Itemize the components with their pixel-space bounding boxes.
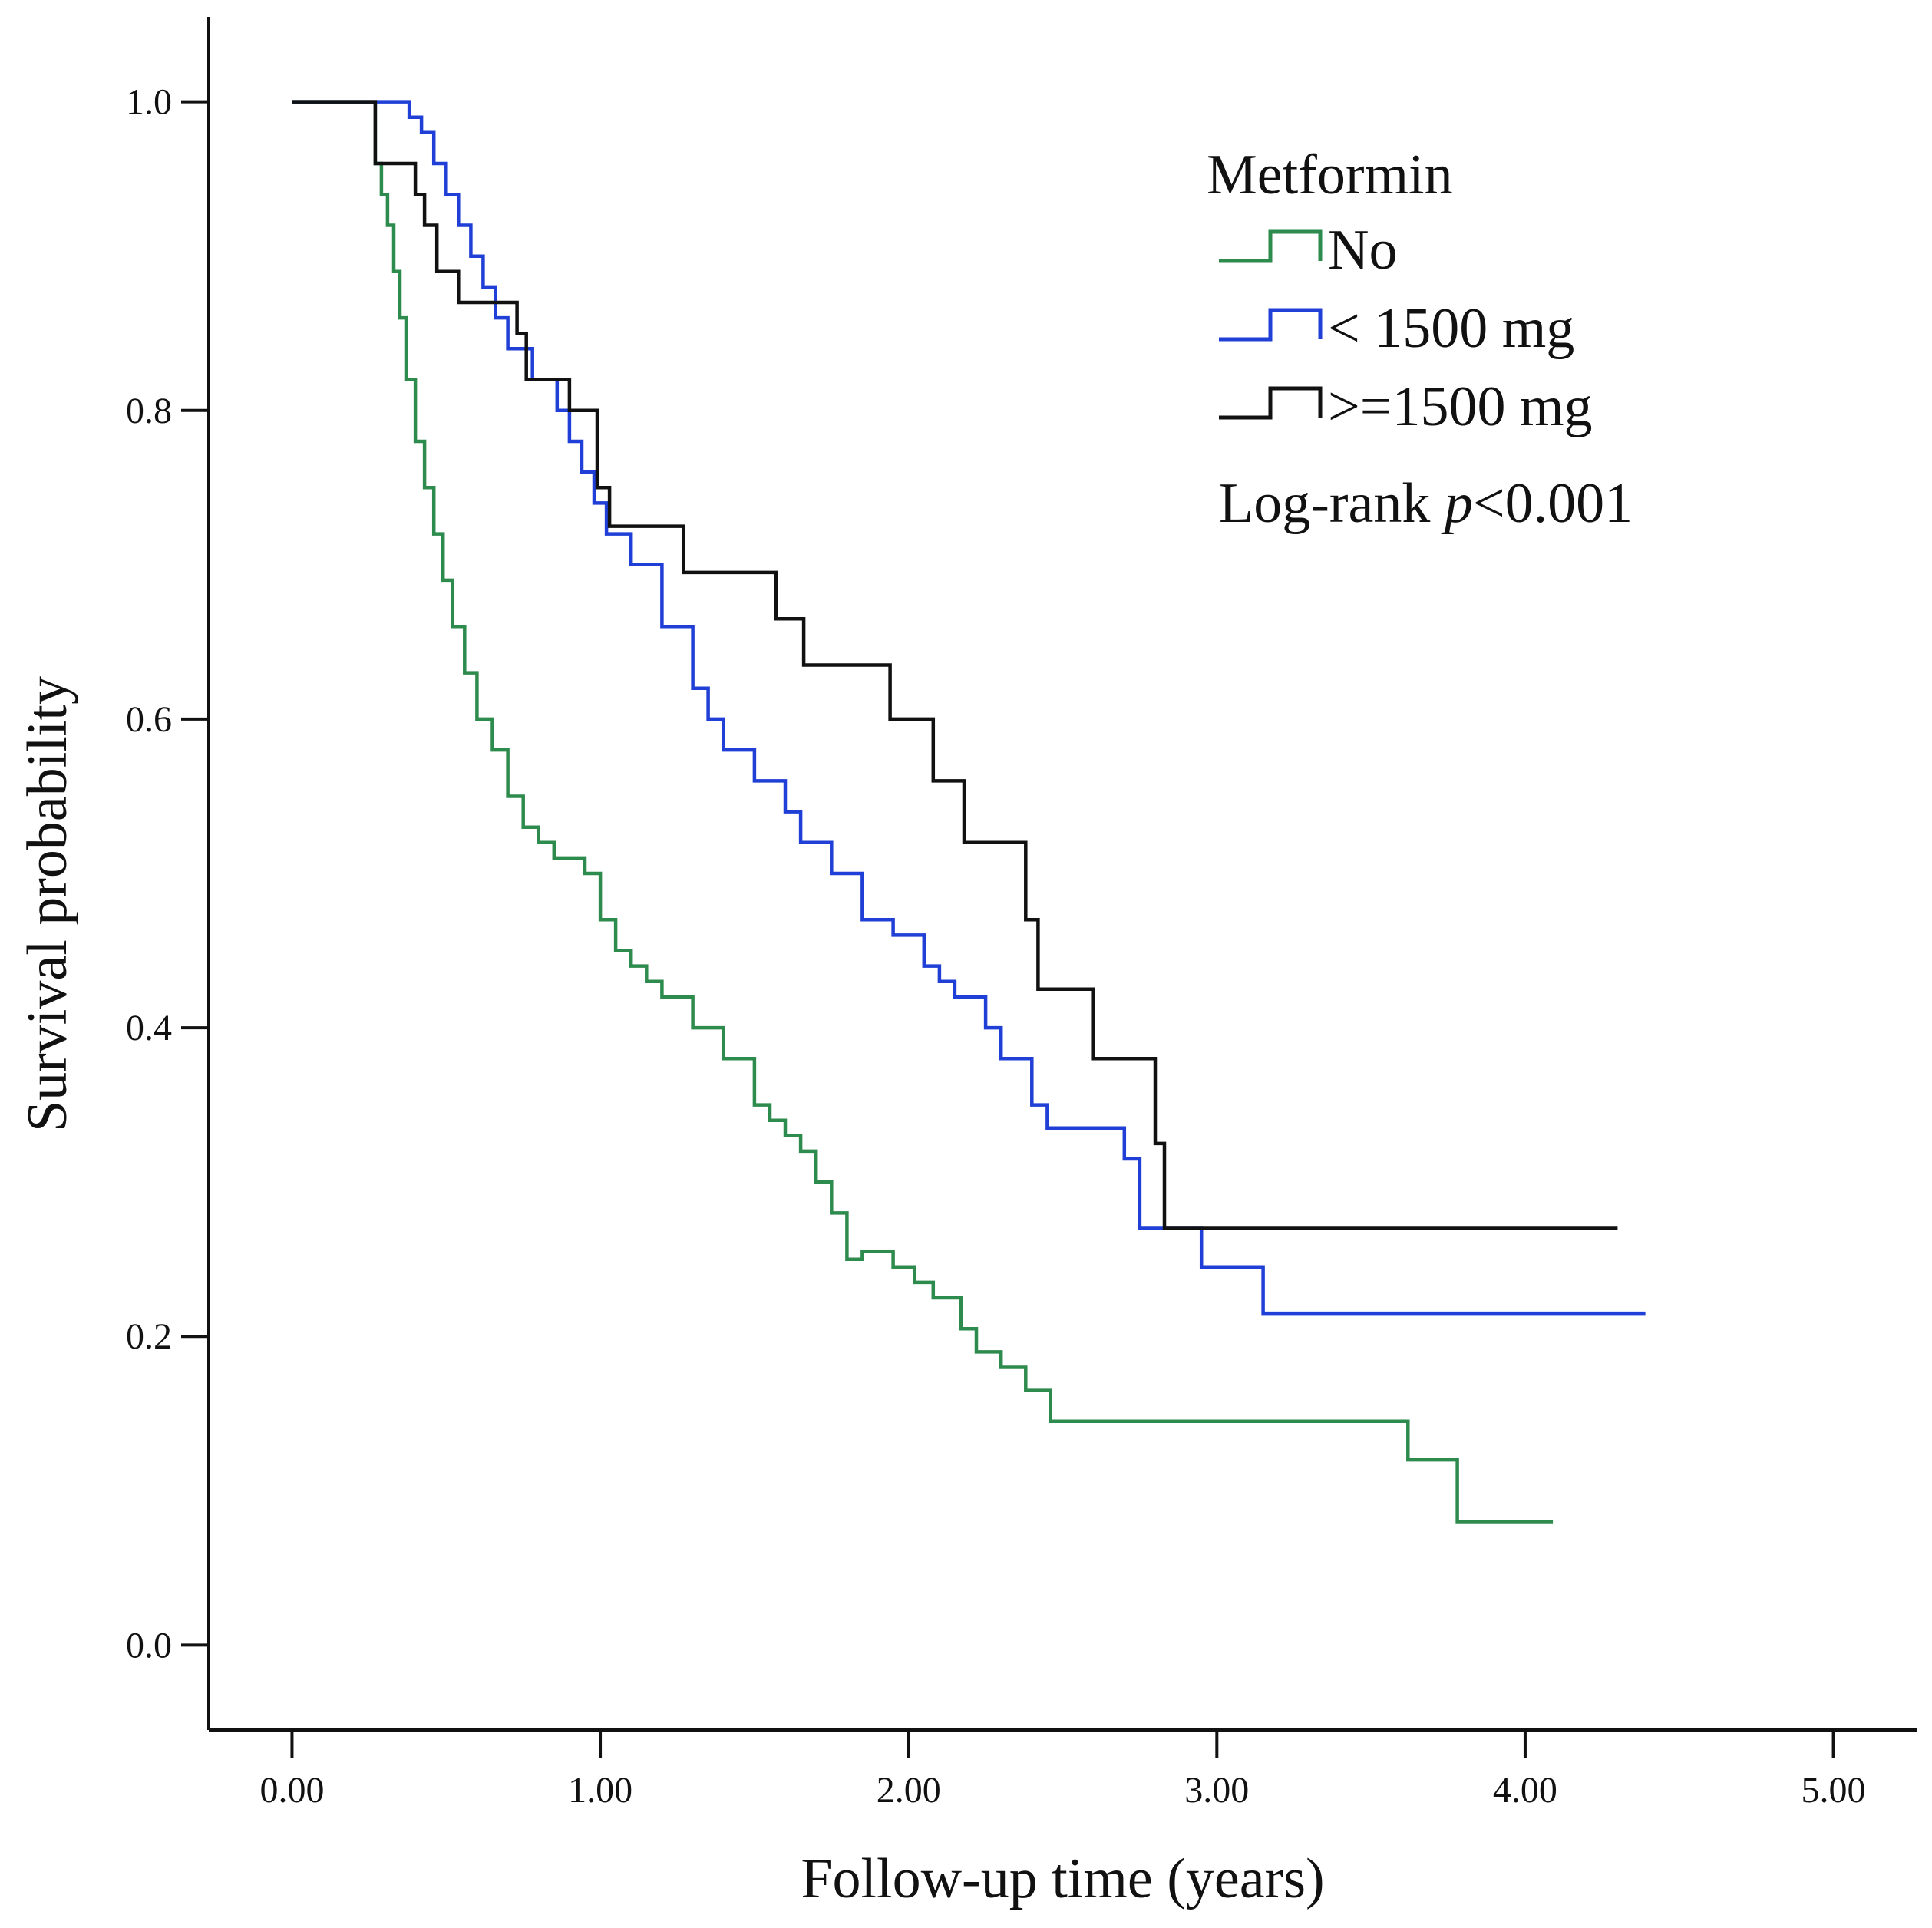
legend-swatch (1219, 229, 1323, 263)
x-tick-label: 2.00 (877, 1770, 941, 1811)
x-ticks: 0.00 1.00 2.00 3.00 4.00 5.00 (259, 1730, 1866, 1811)
x-tick-label: 5.00 (1802, 1770, 1866, 1811)
series-layer (292, 100, 1646, 1524)
legend-label: < 1500 mg (1328, 297, 1574, 360)
y-tick-label: 0.4 (126, 1008, 172, 1048)
series-line-2 (292, 100, 1618, 1230)
axes (207, 17, 1917, 1732)
x-tick-label: 1.00 (568, 1770, 632, 1811)
y-tick-label: 1.0 (126, 82, 172, 123)
logrank-note-suffix: <0.001 (1473, 472, 1633, 535)
logrank-note: Log-rank p<0.001 (1219, 472, 1633, 535)
logrank-note-prefix: Log-rank (1219, 472, 1445, 535)
y-ticks: 0.0 0.2 0.4 0.6 0.8 1.0 (126, 82, 209, 1666)
x-tick-label: 4.00 (1493, 1770, 1557, 1811)
y-tick-label: 0.8 (126, 391, 172, 431)
legend: Metformin No < 1500 mg >=1500 mg Log-rank … (1207, 144, 1633, 535)
logrank-p: p (1441, 472, 1473, 535)
y-tick-label: 0.2 (126, 1316, 172, 1357)
y-tick-label: 0.6 (126, 699, 172, 740)
legend-swatch (1219, 386, 1323, 420)
y-tick-label: 0.0 (126, 1625, 172, 1666)
series-line-1 (292, 100, 1646, 1316)
legend-swatch (1219, 308, 1323, 342)
legend-items: No < 1500 mg >=1500 mg (1219, 219, 1593, 438)
legend-label: >=1500 mg (1328, 375, 1593, 438)
legend-title: Metformin (1207, 144, 1453, 206)
x-axis-title: Follow-up time (years) (801, 1847, 1324, 1910)
x-tick-label: 0.00 (259, 1770, 324, 1811)
series-line-0 (292, 100, 1554, 1524)
y-axis-title: Survival probability (16, 676, 79, 1132)
legend-label: No (1328, 219, 1397, 282)
x-tick-label: 3.00 (1184, 1770, 1249, 1811)
